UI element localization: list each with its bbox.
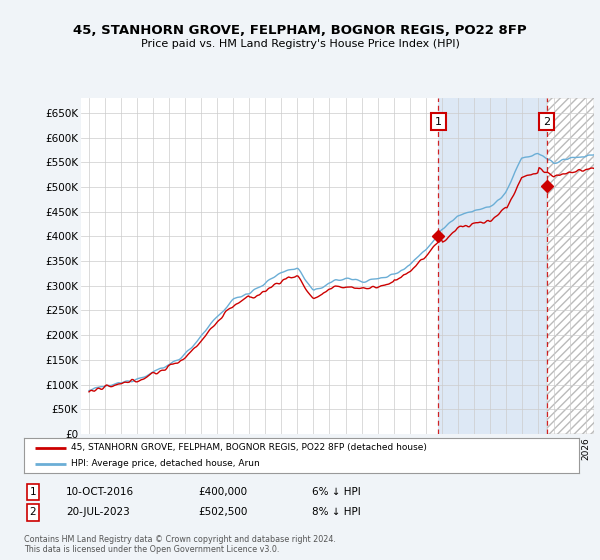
Text: £502,500: £502,500 — [198, 507, 247, 517]
Text: Price paid vs. HM Land Registry's House Price Index (HPI): Price paid vs. HM Land Registry's House … — [140, 39, 460, 49]
Text: 8% ↓ HPI: 8% ↓ HPI — [312, 507, 361, 517]
Bar — [547, 98, 594, 434]
Text: 45, STANHORN GROVE, FELPHAM, BOGNOR REGIS, PO22 8FP (detached house): 45, STANHORN GROVE, FELPHAM, BOGNOR REGI… — [71, 444, 427, 452]
Text: 6% ↓ HPI: 6% ↓ HPI — [312, 487, 361, 497]
Text: HPI: Average price, detached house, Arun: HPI: Average price, detached house, Arun — [71, 459, 260, 468]
Bar — [547, 98, 594, 434]
Text: Contains HM Land Registry data © Crown copyright and database right 2024.
This d: Contains HM Land Registry data © Crown c… — [24, 535, 336, 554]
Text: 45, STANHORN GROVE, FELPHAM, BOGNOR REGIS, PO22 8FP: 45, STANHORN GROVE, FELPHAM, BOGNOR REGI… — [73, 24, 527, 38]
Text: 20-JUL-2023: 20-JUL-2023 — [66, 507, 130, 517]
Text: 1: 1 — [29, 487, 37, 497]
Text: £400,000: £400,000 — [198, 487, 247, 497]
Text: 1: 1 — [434, 116, 442, 127]
Text: 2: 2 — [543, 116, 550, 127]
Text: 2: 2 — [29, 507, 37, 517]
Bar — [438, 98, 547, 434]
Text: 10-OCT-2016: 10-OCT-2016 — [66, 487, 134, 497]
